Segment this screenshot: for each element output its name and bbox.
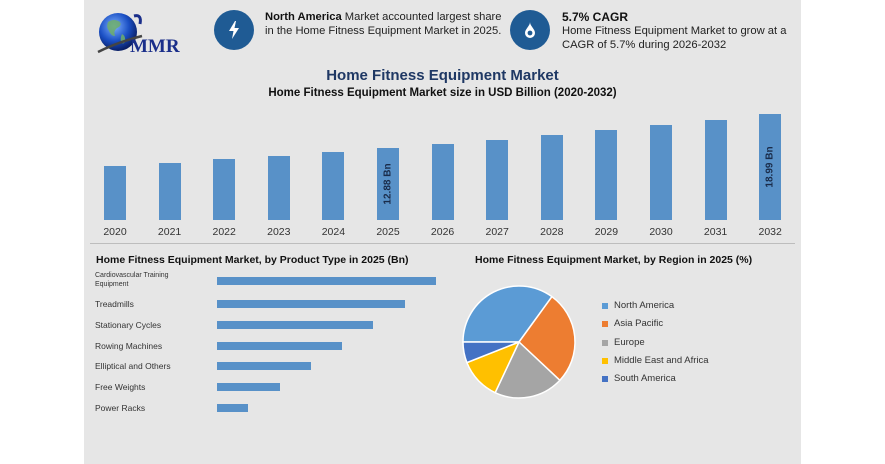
bar-2026 [431,144,454,220]
x-tick-label: 2028 [540,226,564,238]
highlight-bold: 5.7% CAGR [562,10,629,24]
pie-slice-south-america [462,341,520,364]
region-title: Home Fitness Equipment Market, by Region… [475,254,753,266]
legend-label: South America [614,373,676,384]
bar-2028 [540,135,563,220]
x-tick-label: 2032 [758,226,782,238]
product-bar [217,383,280,391]
x-tick-label: 2026 [430,226,455,238]
product-bar [217,362,311,370]
legend-label: Asia Pacific [614,318,664,329]
x-tick-label: 2022 [212,226,236,238]
bar-2024 [322,151,345,220]
category-label: Power Racks [95,403,146,413]
legend-item: South America [602,373,676,384]
pie-slice-north-america [462,285,553,343]
x-tick-label: 2029 [594,226,619,238]
highlight-text: Home Fitness Equipment Market to grow at… [562,25,787,51]
region-pie-chart [462,285,576,399]
bar-2025: 12.88 Bn [377,148,399,220]
chart-subtitle: Home Fitness Equipment Market size in US… [268,87,617,99]
product-bar [217,321,374,329]
x-tick-label: 2024 [321,226,346,238]
page-title: Home Fitness Equipment Market [326,67,559,84]
legend-swatch [602,357,608,364]
bar-value-label: 12.88 Bn [382,163,394,205]
legend-item: North America [602,300,674,311]
bar-2022 [213,159,236,220]
x-tick-label: 2031 [703,226,728,238]
pie-slice-asia-pacific [518,295,576,382]
logo-text: MMR [130,36,180,57]
category-label: Stationary Cycles [95,320,162,330]
bar-2032: 18.99 Bn [759,114,782,220]
legend-swatch [602,302,608,309]
highlight-bold: North America [265,11,342,23]
category-label: Cardiovascular Training Equipment [95,272,169,288]
legend-item: Middle East and Africa [602,355,709,366]
highlight-cagr: 5.7% CAGR Home Fitness Equipment Market … [562,10,797,52]
market-size-bar-chart: 2020 2021 2022 2023 2024 12.88 Bn 2025 2026 2027… [84,100,801,245]
x-tick-label: 2027 [485,226,509,238]
legend-label: Europe [614,337,645,348]
product-bar [217,277,436,285]
product-bar [217,300,405,308]
legend-item: Asia Pacific [602,318,663,329]
bar-2021 [158,162,181,220]
bar-value-label: 18.99 Bn [764,146,776,188]
infographic-panel: MMR North America Market accounted large… [84,0,801,464]
mmr-logo: MMR [94,8,189,60]
x-tick-label: 2030 [649,226,673,238]
category-label: Elliptical and Others [95,361,171,371]
product-type-title: Home Fitness Equipment Market, by Produc… [96,254,409,266]
product-bar [217,342,343,350]
bar-2023 [267,155,290,220]
product-bar [217,404,249,412]
x-tick-label: 2023 [267,226,291,238]
bar-2029 [595,130,618,220]
legend-swatch [602,339,608,346]
category-label: Treadmills [95,299,134,309]
category-label: Free Weights [95,382,146,392]
bar-2020 [104,165,126,220]
legend-label: North America [614,300,675,311]
x-tick-label: 2021 [157,226,182,238]
bar-2031 [704,119,727,220]
bar-2030 [650,125,672,220]
legend-label: Middle East and Africa [614,355,709,366]
globe-icon [97,13,143,54]
x-tick-label: 2025 [376,226,400,238]
x-tick-label: 2020 [103,226,127,238]
legend-item: Europe [602,337,645,348]
pie-slice-europe [494,340,561,399]
section-divider [90,243,795,244]
legend-swatch [602,320,608,327]
bar-2027 [486,139,509,220]
lightning-bolt-icon [214,10,254,50]
water-drop-icon [510,10,550,50]
highlight-north-america: North America Market accounted largest s… [265,10,505,38]
legend-swatch [602,375,608,382]
category-label: Rowing Machines [95,341,163,351]
highlight-text: Market accounted largest share in the Ho… [265,11,502,37]
